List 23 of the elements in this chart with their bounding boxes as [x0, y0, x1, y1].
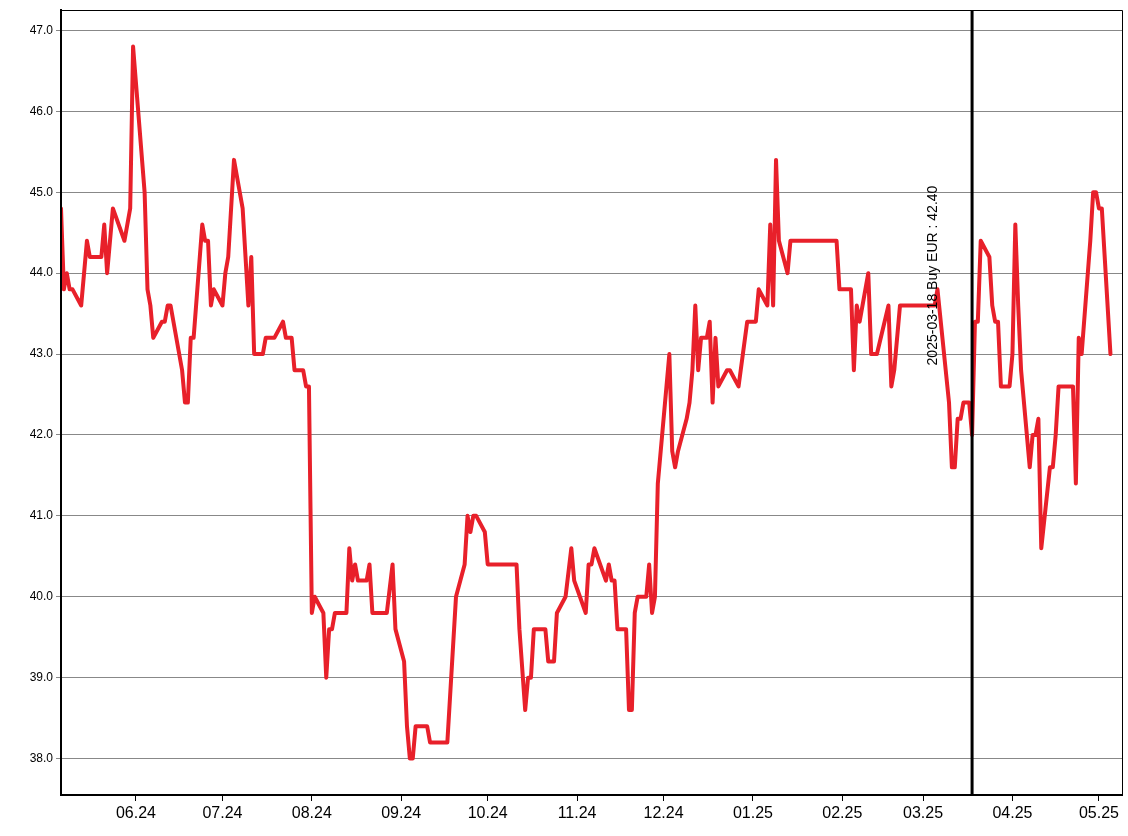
x-tick-label: 04.25 [992, 804, 1033, 822]
x-tick-label: 02.25 [822, 804, 863, 822]
y-tick-label: 42.0 [29, 427, 54, 442]
y-tick-label: 38.0 [29, 750, 54, 765]
x-tick-label: 06.24 [115, 804, 157, 822]
x-tick-label: 07.24 [202, 804, 243, 822]
x-tick-label: 05.25 [1078, 804, 1120, 822]
y-tick-label: 40.0 [29, 589, 54, 604]
y-tick-label: 44.0 [29, 265, 54, 280]
x-tick-label: 12.24 [643, 804, 684, 822]
y-tick-label: 39.0 [29, 670, 54, 684]
x-tick-label: 11.24 [557, 804, 597, 822]
y-tick-label: 47.0 [29, 22, 54, 37]
y-tick-label: 43.0 [29, 346, 54, 361]
y-tick-label: 45.0 [29, 184, 54, 199]
x-tick-label: 08.24 [291, 804, 332, 822]
ref-line-label: 2025-03-18 Buy EUR : 42.40 [923, 185, 940, 366]
y-tick-label: 41.0 [29, 508, 54, 523]
y-tick-label: 46.0 [29, 103, 54, 118]
x-tick-label: 03.25 [903, 804, 944, 822]
x-tick-label: 10.24 [467, 804, 508, 822]
x-tick-label: 09.24 [381, 804, 422, 822]
x-tick-label: 01.25 [732, 804, 774, 822]
